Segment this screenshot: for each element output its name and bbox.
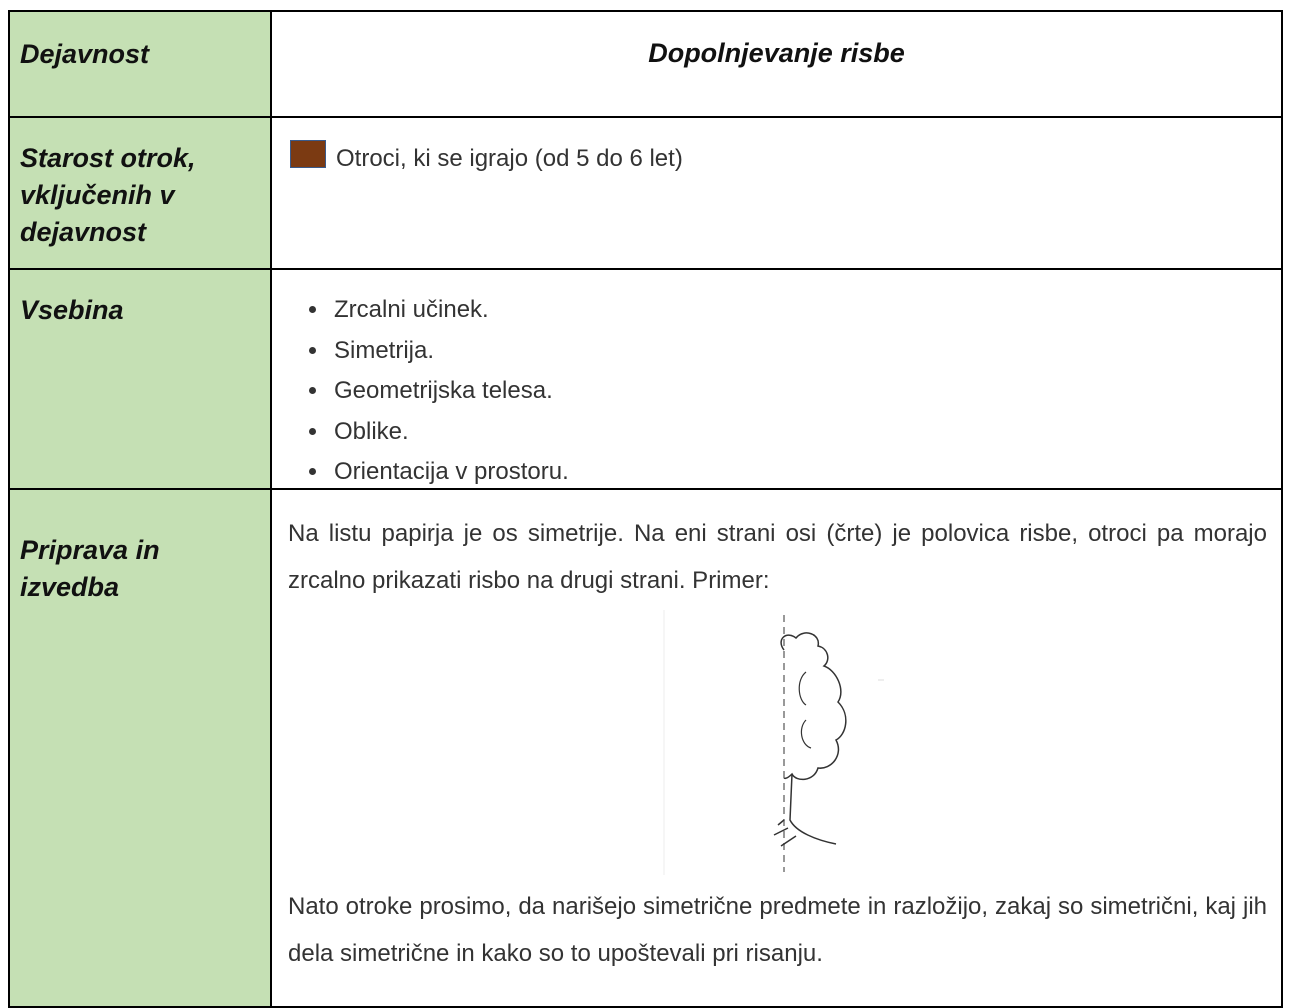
row-label: Dejavnost [8,10,272,118]
age-text: Otroci, ki se igrajo (od 5 do 6 let) [336,145,683,172]
activity-title: Dopolnjevanje risbe [270,10,1283,118]
paragraph: Na listu papirja je os simetrije. Na eni… [288,520,1267,594]
row-label: Starost otrok, vključenih v dejavnost [8,116,272,270]
list-item: Geometrijska telesa. [330,371,1281,412]
list-item: Simetrija. [330,331,1281,372]
paragraph: Nato otroke prosimo, da narišejo simetri… [288,893,1267,967]
list-item: Oblike. [330,412,1281,453]
row-label: Vsebina [8,268,272,490]
content-list: Zrcalni učinek. Simetrija. Geometrijska … [272,290,1281,493]
list-item: Orientacija v prostoru. [330,452,1281,493]
page: Dejavnost Dopolnjevanje risbe Starost ot… [0,0,1291,987]
row-content: Otroci, ki se igrajo (od 5 do 6 let) [270,116,1283,270]
age-icon [290,140,326,168]
row-content: Na listu papirja je os simetrije. Na eni… [270,488,1283,1008]
row-content: Zrcalni učinek. Simetrija. Geometrijska … [270,268,1283,490]
row-label: Priprava in izvedba [8,488,272,1008]
list-item: Zrcalni učinek. [330,290,1281,331]
tree-illustration [663,610,884,875]
